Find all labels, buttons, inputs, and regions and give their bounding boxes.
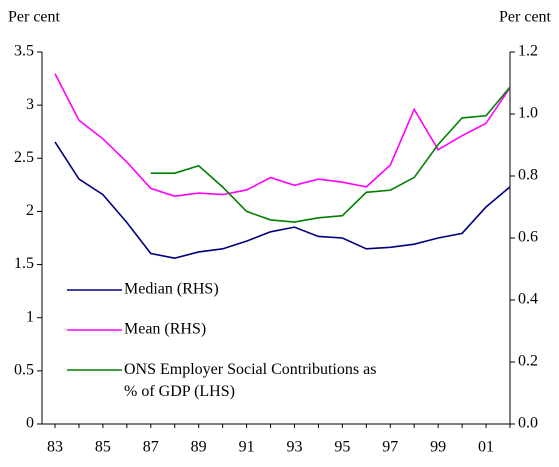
y2-tick-label: 0.0: [518, 415, 538, 432]
x-tick-label: 99: [430, 439, 446, 456]
y2-tick-label: 0.6: [518, 229, 538, 246]
y2-axis-label: Per cent: [499, 9, 552, 26]
x-tick-label: 85: [95, 439, 111, 456]
legend-label-line: % of GDP (LHS): [124, 383, 235, 400]
x-tick-label: 01: [478, 439, 494, 456]
legend-label: ONS Employer Social Contributions as % of…: [124, 361, 376, 400]
y-tick-label: 2: [26, 202, 34, 219]
x-tick-label: 91: [239, 439, 255, 456]
y-tick-label: 3: [26, 96, 34, 113]
legend-label: Median (RHS): [124, 281, 219, 298]
y-tick-label: 1: [26, 308, 34, 325]
x-tick-label: 95: [334, 439, 350, 456]
y-tick-label: 2.5: [14, 149, 34, 166]
y2-tick-label: 0.8: [518, 167, 538, 184]
line-series: [54, 73, 511, 197]
x-tick-label: 93: [286, 439, 302, 456]
x-tick-label: 97: [382, 439, 398, 456]
y-tick-label: 3.5: [14, 43, 34, 60]
legend-label-line: ONS Employer Social Contributions as: [124, 361, 376, 378]
line-series: [54, 141, 511, 259]
y2-tick-label: 1.0: [518, 105, 538, 122]
x-tick-label: 83: [47, 439, 63, 456]
y-axis-label: Per cent: [8, 9, 61, 26]
y2-tick-label: 0.4: [518, 291, 538, 308]
x-tick-label: 89: [191, 439, 207, 456]
line-series: [150, 86, 511, 223]
legend: Median (RHS) Mean (RHS) ONS Employer Socia…: [67, 281, 376, 400]
legend-label: Mean (RHS): [124, 321, 206, 338]
y-tick-label: 0: [26, 415, 34, 432]
y2-tick-label: 1.2: [518, 43, 538, 60]
y-tick-label: 1.5: [14, 255, 34, 272]
y-tick-label: 0.5: [14, 362, 34, 379]
y2-tick-label: 0.2: [518, 353, 538, 370]
x-tick-label: 87: [143, 439, 159, 456]
